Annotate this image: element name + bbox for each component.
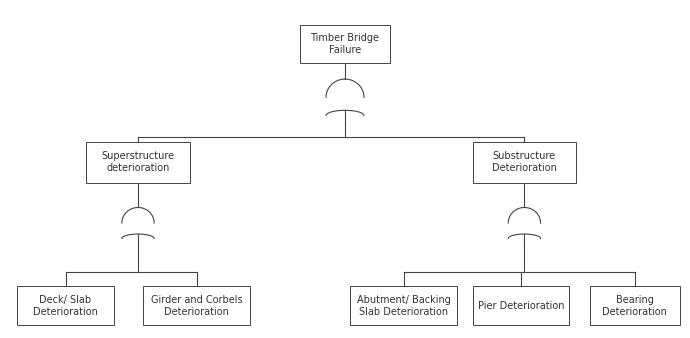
Text: Pier Deterioration: Pier Deterioration bbox=[477, 301, 564, 311]
FancyBboxPatch shape bbox=[86, 142, 190, 183]
FancyBboxPatch shape bbox=[473, 287, 569, 325]
FancyBboxPatch shape bbox=[590, 287, 680, 325]
Text: Timber Bridge
Failure: Timber Bridge Failure bbox=[310, 33, 380, 55]
Text: Bearing
Deterioration: Bearing Deterioration bbox=[602, 295, 667, 317]
FancyBboxPatch shape bbox=[350, 287, 457, 325]
Text: Superstructure
deterioration: Superstructure deterioration bbox=[101, 151, 175, 173]
Text: Deck/ Slab
Deterioration: Deck/ Slab Deterioration bbox=[33, 295, 98, 317]
FancyBboxPatch shape bbox=[300, 25, 390, 64]
Text: Girder and Corbels
Deterioration: Girder and Corbels Deterioration bbox=[151, 295, 242, 317]
FancyBboxPatch shape bbox=[144, 287, 250, 325]
Text: Substructure
Deterioration: Substructure Deterioration bbox=[492, 151, 557, 173]
FancyBboxPatch shape bbox=[473, 142, 576, 183]
FancyBboxPatch shape bbox=[17, 287, 114, 325]
Text: Abutment/ Backing
Slab Deterioration: Abutment/ Backing Slab Deterioration bbox=[357, 295, 451, 317]
